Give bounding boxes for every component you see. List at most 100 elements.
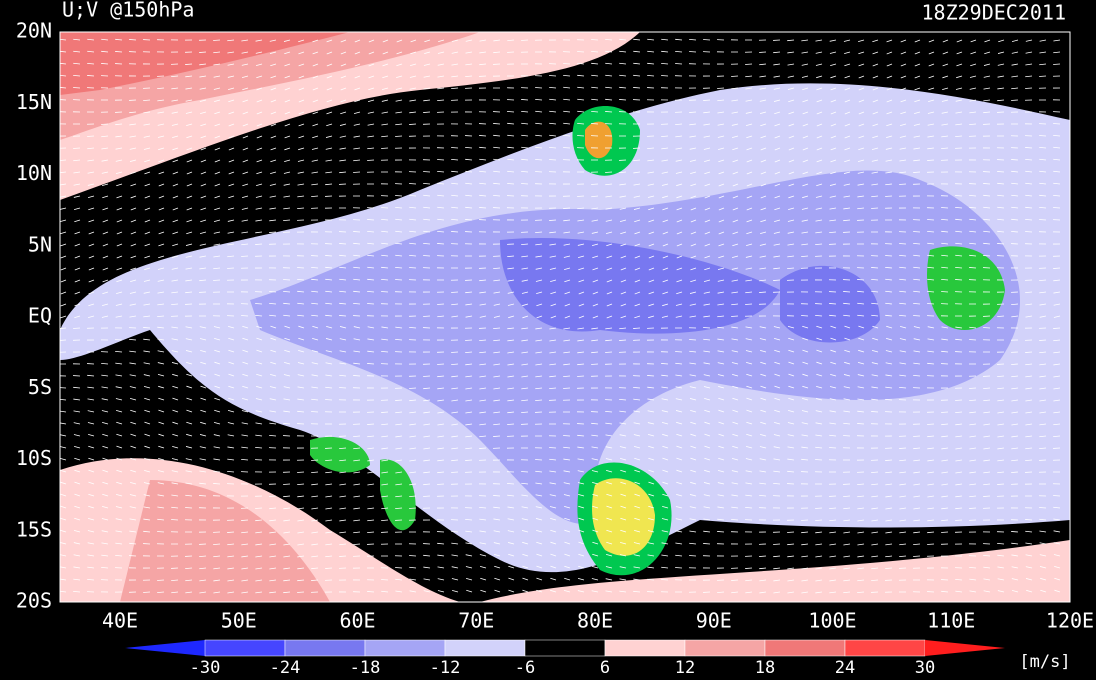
wind-arrow <box>829 567 837 570</box>
wind-arrow <box>830 349 837 353</box>
wind-arrow <box>843 422 851 425</box>
wind-arrow <box>171 291 179 294</box>
wind-arrow <box>536 577 543 581</box>
convection <box>592 478 655 556</box>
wind-arrow <box>997 99 1005 102</box>
wind-arrow <box>997 182 1005 185</box>
wind-arrow <box>899 471 907 474</box>
wind-arrow <box>774 397 781 401</box>
wind-arrow <box>451 75 459 78</box>
wind-arrow <box>158 171 165 175</box>
wind-arrow <box>493 375 501 378</box>
wind-arrow <box>101 135 109 138</box>
wind-arrow <box>158 255 165 259</box>
wind-arrow <box>984 51 991 55</box>
wind-arrow <box>844 361 851 365</box>
wind-arrow <box>689 123 697 126</box>
wind-arrow <box>1053 146 1061 149</box>
wind-arrow <box>382 39 389 43</box>
wind-arrow <box>872 111 879 115</box>
wind-arrow <box>955 435 963 438</box>
wind-arrow <box>143 327 151 329</box>
wind-arrow <box>451 375 459 378</box>
wind-arrow <box>871 302 879 305</box>
wind-arrow <box>213 470 221 473</box>
wind-arrow <box>143 123 151 126</box>
wind-arrow <box>549 86 557 89</box>
wind-arrow <box>396 75 403 79</box>
wind-arrow <box>535 399 543 402</box>
wind-arrow <box>395 206 403 209</box>
wind-arrow <box>60 303 67 307</box>
wind-arrow <box>115 518 123 521</box>
wind-arrow <box>1039 303 1047 306</box>
wind-arrow <box>283 398 291 401</box>
wind-arrow <box>759 458 767 461</box>
wind-arrow <box>704 397 711 401</box>
wind-arrow <box>143 303 151 306</box>
wind-arrow <box>717 291 725 294</box>
wind-arrow <box>129 374 137 377</box>
wind-arrow <box>872 325 879 329</box>
wind-arrow <box>605 566 613 569</box>
wind-arrow <box>675 50 683 53</box>
wind-arrow <box>535 459 543 461</box>
wind-arrow <box>969 447 977 450</box>
wind-arrow <box>550 529 557 533</box>
wind-arrow <box>606 541 613 545</box>
wind-arrow <box>507 339 515 342</box>
wind-arrow <box>718 183 725 187</box>
wind-arrow <box>675 171 683 174</box>
wind-arrow <box>521 122 529 125</box>
wind-arrow <box>844 75 851 79</box>
wind-arrow <box>395 423 403 426</box>
wind-arrow <box>381 338 389 341</box>
wind-arrow <box>718 147 725 151</box>
wind-arrow <box>199 243 207 246</box>
wind-arrow <box>353 326 361 329</box>
wind-arrow <box>1039 75 1047 77</box>
wind-arrow <box>773 338 781 341</box>
wind-arrow <box>620 505 627 509</box>
wind-arrow <box>227 63 235 66</box>
wind-arrow <box>829 410 837 413</box>
wind-arrow <box>563 458 571 461</box>
wind-arrow <box>312 123 319 127</box>
wind-arrow <box>1039 507 1047 509</box>
wind-arrow <box>213 579 221 582</box>
wind-arrow <box>857 410 865 413</box>
wind-arrow <box>759 446 767 449</box>
wind-arrow <box>129 398 137 401</box>
wind-arrow <box>171 350 179 353</box>
wind-arrow <box>871 278 879 281</box>
wind-arrow <box>619 74 627 77</box>
wind-arrow <box>731 494 739 497</box>
wind-arrow <box>325 159 333 162</box>
wind-arrow <box>311 471 319 474</box>
wind-arrow <box>830 325 837 329</box>
wind-arrow <box>325 471 333 474</box>
wind-arrow <box>283 290 291 293</box>
wind-arrow <box>802 87 809 91</box>
wind-arrow <box>1011 218 1019 221</box>
wind-arrow <box>816 135 823 139</box>
wind-arrow <box>102 279 109 283</box>
wind-arrow <box>578 315 585 319</box>
wind-arrow <box>409 242 417 245</box>
wind-arrow <box>885 314 893 317</box>
wind-arrow <box>437 170 445 173</box>
wind-arrow <box>606 505 613 509</box>
wind-arrow <box>745 326 753 329</box>
wind-arrow <box>536 291 543 295</box>
wind-arrow <box>675 542 683 545</box>
wind-arrow <box>871 350 879 353</box>
wind-arrow <box>297 507 305 510</box>
wind-arrow <box>255 51 263 54</box>
wind-arrow <box>718 159 725 163</box>
wind-arrow <box>647 50 655 53</box>
wind-arrow <box>815 591 823 594</box>
wind-arrow <box>620 493 627 497</box>
wind-arrow <box>1053 315 1061 318</box>
wind-arrow <box>466 589 473 593</box>
wind-arrow <box>451 411 459 414</box>
